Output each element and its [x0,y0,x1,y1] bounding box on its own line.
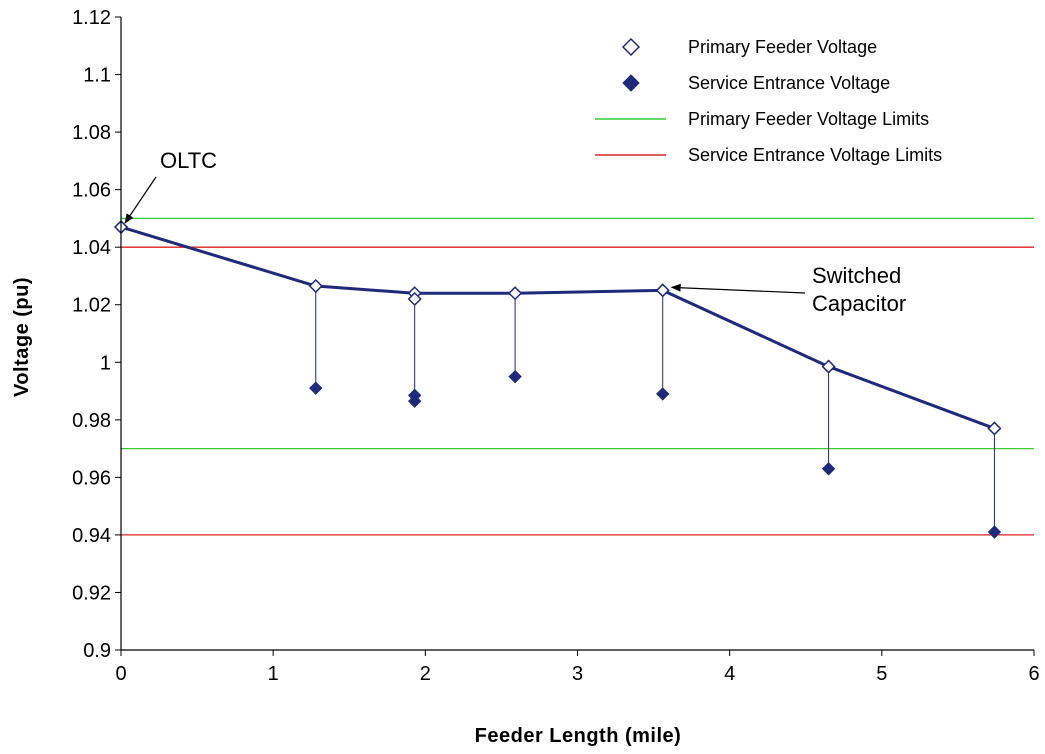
y-tick-label-4: 0.98 [72,410,111,432]
annotation-arrow-0 [124,176,157,224]
x-tick-label-3: 3 [572,663,583,685]
y-tick-label-8: 1.06 [72,180,111,202]
x-tick-label-6: 6 [1028,663,1039,685]
x-tick-label-0: 0 [115,663,126,685]
drop-lines [315,286,995,533]
y-tick-label-9: 1.08 [72,122,111,144]
y-tick-label-1: 0.92 [72,582,111,604]
y-tick-label-3: 0.96 [72,467,111,489]
x-tick-label-1: 1 [268,663,279,685]
x-tick-label-2: 2 [420,663,431,685]
annotation-text-1-0: Switched [812,263,901,288]
primary-feeder-polyline [120,225,995,430]
primary-feeder-point-1 [308,278,323,294]
axes [115,16,1035,656]
y-tick-label-6: 1.02 [72,295,111,317]
annotations: OLTC Switched Capacitor [124,148,906,316]
limit-lines [121,217,1034,536]
x-axis-title: Feeder Length (mile) [475,725,682,747]
y-tick-label-0: 0.9 [83,640,111,662]
y-tick-label-7: 1.04 [72,237,111,259]
legend: Primary Feeder Voltage Service Entrance V… [595,37,942,165]
annotation-arrow-1 [670,283,806,294]
legend-label-2: Primary Feeder Voltage Limits [688,109,929,129]
primary-feeder-point-6 [987,421,1002,436]
service-entrance-point-3 [508,369,522,384]
service-entrance-point-6 [987,525,1002,539]
primary-feeder-point-5 [821,359,836,374]
service-entrance-point-0 [309,381,323,395]
legend-label-3: Service Entrance Voltage Limits [688,145,942,165]
service-entrance-point-4 [656,387,670,401]
service-entrance-point-5 [821,462,836,476]
tick-labels: 0.9 0.92 0.94 0.96 0.98 1 1.02 1.04 1.06 1.08 1.1 1… [72,7,1040,685]
annotation-text-0-0: OLTC [160,148,217,173]
x-tick-label-4: 4 [724,663,735,685]
legend-label-1: Service Entrance Voltage [688,73,890,93]
data-markers [113,219,1002,539]
y-tick-label-5: 1 [100,352,111,374]
annotation-text-1-1: Capacitor [812,291,906,316]
primary-feeder-point-3 [508,286,523,301]
x-tick-label-5: 5 [876,663,887,685]
y-tick-label-11: 1.12 [72,7,111,29]
legend-swatch-1 [622,74,640,92]
primary-feeder-extra-point-0 [407,291,422,307]
y-tick-label-2: 0.94 [72,525,111,547]
primary-feeder-line [120,225,995,430]
primary-feeder-point-4 [655,283,670,298]
y-tick-label-10: 1.1 [83,65,111,87]
legend-swatch-0 [621,37,641,57]
y-axis-title: Voltage (pu) [11,277,33,397]
legend-label-0: Primary Feeder Voltage [688,37,877,57]
service-entrance-point-2 [407,394,422,408]
